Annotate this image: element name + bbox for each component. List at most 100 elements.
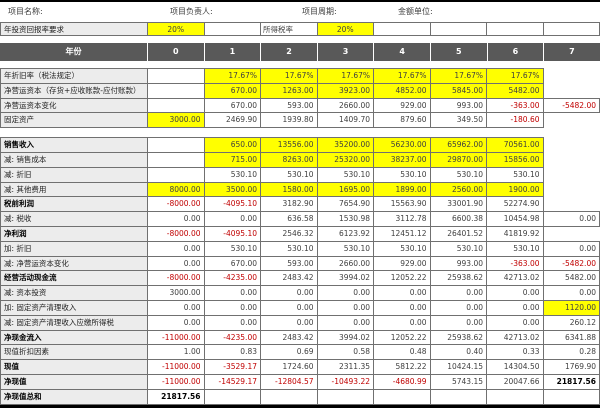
cell[interactable]: 15563.90	[373, 196, 431, 213]
cell[interactable]: 0.00	[203, 299, 261, 316]
cell[interactable]: 3000.00	[147, 112, 205, 129]
cell[interactable]: 3112.78	[373, 211, 431, 227]
cell[interactable]	[429, 22, 487, 36]
cell[interactable]: 17.67%	[203, 68, 261, 84]
year-column-header[interactable]: 6	[487, 43, 544, 61]
cell[interactable]: 530.10	[486, 166, 544, 183]
cell[interactable]: 0.00	[429, 285, 487, 301]
cell[interactable]: -5482.00	[542, 255, 600, 272]
cell[interactable]: 2660.00	[316, 97, 374, 114]
cell[interactable]: 530.10	[203, 166, 261, 183]
cell[interactable]: 0.00	[542, 240, 600, 257]
cell[interactable]: 13556.00	[260, 137, 318, 153]
cell[interactable]: 2311.35	[316, 359, 374, 375]
cell[interactable]: 2546.32	[260, 225, 318, 242]
cell[interactable]: 0.00	[486, 314, 544, 331]
year-column-header[interactable]: 3	[317, 43, 374, 61]
cell[interactable]: 349.50	[429, 112, 487, 129]
cell[interactable]: 2483.42	[260, 329, 318, 346]
row-label[interactable]: 减: 固定资产清理收入应缴所得税	[0, 314, 148, 331]
cell[interactable]: 0.00	[147, 255, 205, 272]
cell[interactable]: 3500.00	[203, 181, 261, 198]
cell[interactable]: 1939.80	[260, 112, 318, 129]
cell[interactable]: 670.00	[203, 255, 261, 272]
cell[interactable]: -4680.99	[373, 373, 431, 390]
cell[interactable]: 1530.98	[316, 211, 374, 227]
cell[interactable]: 530.10	[316, 166, 374, 183]
cell[interactable]: 6341.88	[542, 329, 600, 346]
cell[interactable]: 25320.00	[316, 151, 374, 168]
cell[interactable]	[486, 22, 544, 36]
cell[interactable]: 929.00	[373, 97, 431, 114]
cell[interactable]: 17.67%	[486, 68, 544, 84]
cell[interactable]: 593.00	[260, 97, 318, 114]
row-label[interactable]: 年折旧率（税法规定）	[0, 68, 148, 84]
cell[interactable]: -3529.17	[203, 359, 261, 375]
project-name-label[interactable]: 项目名称:	[8, 7, 43, 16]
cell[interactable]	[373, 22, 431, 36]
cell[interactable]	[147, 97, 205, 114]
cell[interactable]: -11000.00	[147, 329, 205, 346]
year-column-header[interactable]: 0	[148, 43, 204, 61]
cell[interactable]: 12451.12	[373, 225, 431, 242]
cell[interactable]: 6123.92	[316, 225, 374, 242]
cell[interactable]	[373, 388, 431, 405]
cell[interactable]	[542, 388, 600, 405]
row-label[interactable]: 减: 资本投资	[0, 285, 148, 301]
year-column-header[interactable]: 2	[261, 43, 317, 61]
cell[interactable]: 35200.00	[316, 137, 374, 153]
row-label[interactable]: 净营运资本（存货+应收账款-应付账款）	[0, 82, 148, 99]
cell[interactable]: 1900.00	[486, 181, 544, 198]
row-label[interactable]: 净现值总和	[0, 388, 148, 405]
cell[interactable]: 0.00	[147, 211, 205, 227]
cell[interactable]: 929.00	[373, 255, 431, 272]
cell[interactable]: 3994.02	[316, 270, 374, 287]
cell[interactable]: 530.10	[373, 166, 431, 183]
cell[interactable]: 3182.90	[260, 196, 318, 213]
cell[interactable]: -4095.10	[203, 225, 261, 242]
cell[interactable]: 0.33	[486, 344, 544, 361]
cell[interactable]: 0.00	[429, 299, 487, 316]
cell[interactable]	[147, 68, 205, 84]
cell[interactable]: 6600.38	[429, 211, 487, 227]
cell[interactable]: 0.00	[203, 285, 261, 301]
year-column-header[interactable]: 4	[374, 43, 430, 61]
cell[interactable]: 52274.90	[486, 196, 544, 213]
cell[interactable]: 1899.00	[373, 181, 431, 198]
cell[interactable]: 0.00	[316, 285, 374, 301]
cell[interactable]: 5845.00	[429, 82, 487, 99]
cell[interactable]	[429, 388, 487, 405]
year-label[interactable]: 年份	[0, 43, 147, 61]
cell[interactable]: 5812.22	[373, 359, 431, 375]
amount-unit-label[interactable]: 金额单位:	[398, 7, 433, 16]
row-label[interactable]: 减: 销售成本	[0, 151, 148, 168]
cell[interactable]: 2483.42	[260, 270, 318, 287]
cell[interactable]: 0.48	[373, 344, 431, 361]
cell[interactable]	[147, 137, 205, 153]
cell[interactable]: 41819.92	[486, 225, 544, 242]
row-label[interactable]: 加: 固定资产清理收入	[0, 299, 148, 316]
project-period-label[interactable]: 项目周期:	[302, 7, 337, 16]
cell[interactable]: 715.00	[203, 151, 261, 168]
cell[interactable]: 1120.00	[542, 299, 600, 316]
cell[interactable]: 530.10	[260, 166, 318, 183]
row-label[interactable]: 减: 税收	[0, 211, 148, 227]
cell[interactable]: 70561.00	[486, 137, 544, 153]
cell[interactable]: 0.00	[373, 314, 431, 331]
cell[interactable]: 4852.00	[373, 82, 431, 99]
cell[interactable]	[147, 166, 205, 183]
cell[interactable]: 17.67%	[373, 68, 431, 84]
row-label[interactable]: 销售收入	[0, 137, 148, 153]
cell[interactable]: 0.00	[260, 314, 318, 331]
cell[interactable]: 879.60	[373, 112, 431, 129]
cell[interactable]: 33001.90	[429, 196, 487, 213]
cell[interactable]: 260.12	[542, 314, 600, 331]
cell[interactable]: 17.67%	[260, 68, 318, 84]
cell[interactable]: -363.00	[486, 255, 544, 272]
cell[interactable]: -180.60	[486, 112, 544, 129]
row-label[interactable]: 净利润	[0, 225, 148, 242]
cell[interactable]: 530.10	[316, 240, 374, 257]
cell[interactable]: -12804.57	[260, 373, 318, 390]
cell[interactable]: 0.58	[316, 344, 374, 361]
row-label[interactable]: 净营运资本变化	[0, 97, 148, 114]
